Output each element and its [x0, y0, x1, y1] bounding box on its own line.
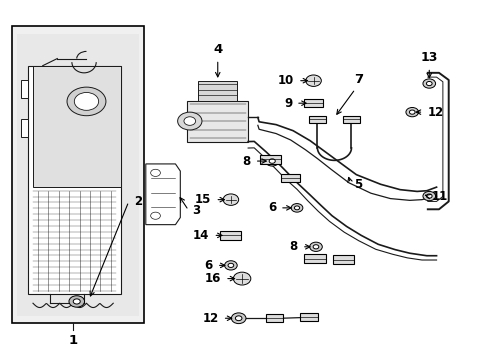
- Text: 8: 8: [289, 240, 297, 253]
- Text: 12: 12: [427, 105, 443, 119]
- Text: 6: 6: [204, 259, 212, 272]
- Text: 14: 14: [193, 229, 209, 242]
- Polygon shape: [21, 119, 28, 137]
- Polygon shape: [145, 164, 180, 225]
- Circle shape: [69, 296, 84, 307]
- Bar: [220, 231, 241, 240]
- Bar: [259, 155, 280, 164]
- Bar: [12, 26, 144, 323]
- Circle shape: [73, 299, 80, 304]
- Circle shape: [231, 313, 245, 324]
- Circle shape: [422, 79, 435, 88]
- Text: 8: 8: [242, 154, 250, 167]
- Text: 2: 2: [134, 195, 142, 208]
- Text: 7: 7: [353, 73, 363, 86]
- Bar: [265, 315, 283, 322]
- Text: 4: 4: [213, 43, 222, 56]
- Bar: [300, 314, 317, 321]
- Text: 13: 13: [420, 51, 437, 64]
- Text: 3: 3: [192, 204, 200, 217]
- Text: 16: 16: [204, 272, 221, 285]
- Text: 1: 1: [69, 334, 78, 347]
- Circle shape: [67, 87, 106, 116]
- Text: 15: 15: [195, 193, 211, 206]
- Text: 9: 9: [284, 97, 291, 110]
- Circle shape: [309, 242, 322, 251]
- Text: 11: 11: [431, 190, 447, 203]
- Bar: [308, 116, 325, 123]
- Circle shape: [150, 169, 160, 176]
- Circle shape: [422, 192, 435, 201]
- Bar: [28, 66, 120, 294]
- Circle shape: [426, 81, 431, 86]
- Circle shape: [268, 159, 275, 163]
- Bar: [332, 255, 353, 264]
- Circle shape: [408, 110, 414, 114]
- Circle shape: [233, 272, 250, 285]
- Text: 10: 10: [277, 74, 293, 87]
- Circle shape: [235, 316, 242, 321]
- Circle shape: [74, 93, 99, 111]
- Circle shape: [177, 112, 202, 130]
- Circle shape: [224, 261, 237, 270]
- Circle shape: [405, 108, 418, 117]
- Circle shape: [265, 156, 279, 166]
- Bar: [281, 174, 300, 182]
- Circle shape: [426, 194, 431, 198]
- Bar: [33, 66, 120, 187]
- Bar: [198, 81, 237, 100]
- Circle shape: [294, 206, 299, 210]
- Circle shape: [227, 263, 233, 267]
- Text: 6: 6: [267, 201, 276, 214]
- Circle shape: [223, 194, 238, 205]
- Circle shape: [290, 203, 302, 212]
- Bar: [187, 100, 247, 141]
- Polygon shape: [21, 80, 28, 98]
- Bar: [17, 33, 139, 316]
- Circle shape: [312, 245, 318, 249]
- Circle shape: [183, 117, 195, 125]
- Bar: [304, 99, 322, 107]
- Text: 5: 5: [354, 178, 362, 191]
- Text: 12: 12: [202, 312, 218, 325]
- Circle shape: [150, 212, 160, 219]
- Circle shape: [305, 75, 321, 86]
- Bar: [342, 116, 360, 123]
- Bar: [304, 254, 325, 263]
